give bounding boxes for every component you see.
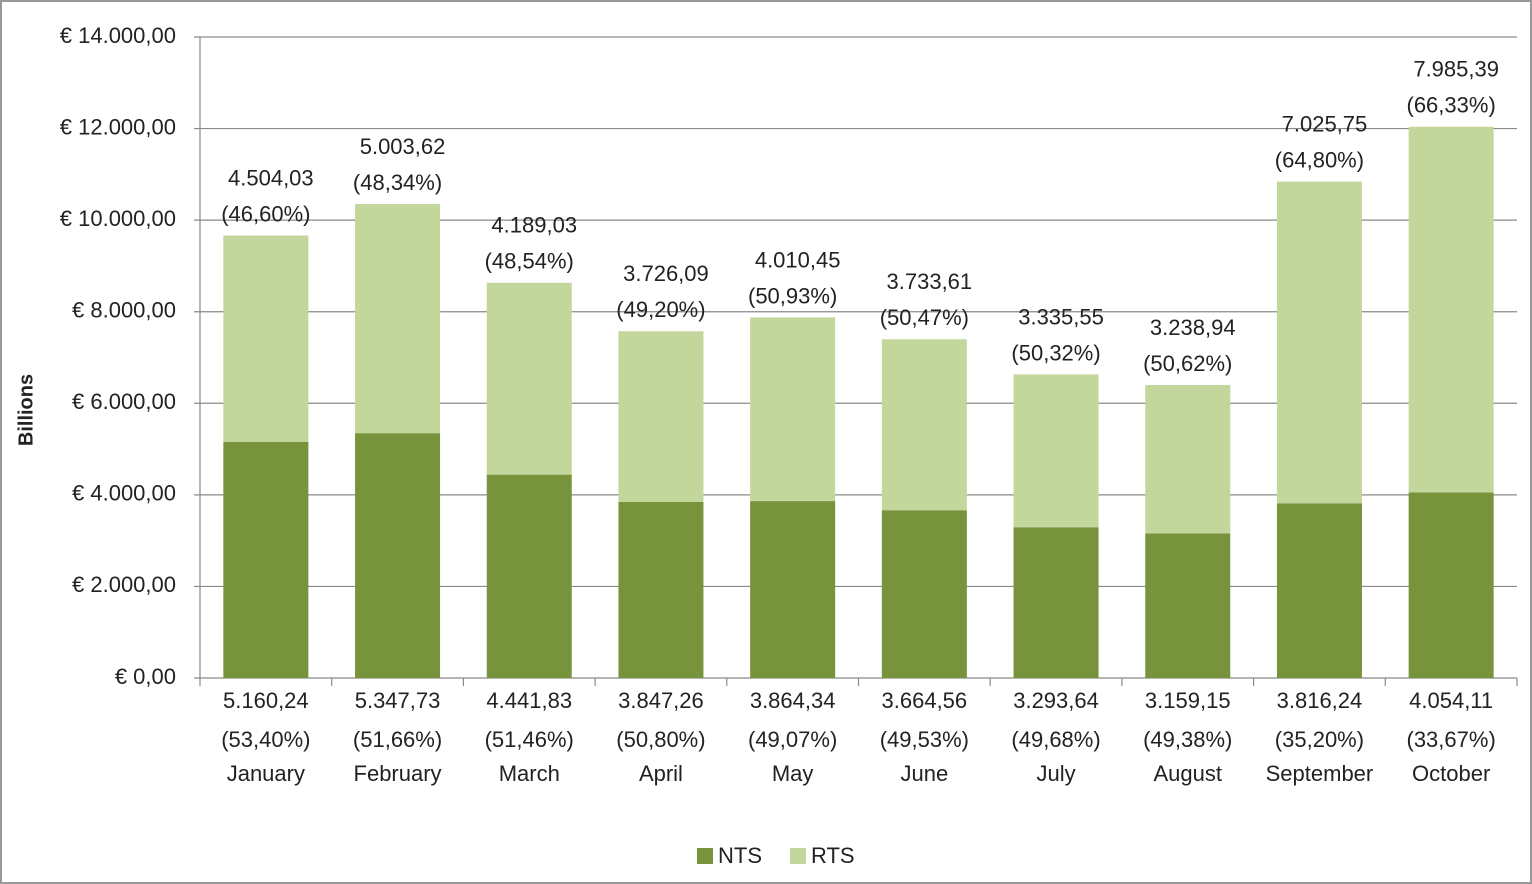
bar-segment: [1408, 126, 1494, 493]
x-tick-label: April: [639, 761, 683, 786]
x-tick-label: October: [1412, 761, 1490, 786]
bar-segment: [618, 501, 704, 678]
bar-segment: [1013, 374, 1099, 528]
x-tick-label: March: [499, 761, 560, 786]
y-tick-label: € 6.000,00: [72, 389, 176, 414]
bar-segment: [486, 282, 572, 475]
legend-label: RTS: [811, 843, 855, 868]
share-label: (53,40%): [221, 727, 310, 752]
value-label: 3.664,56: [882, 688, 968, 713]
bar-segment: [1408, 492, 1494, 678]
legend-swatch: [697, 848, 713, 864]
y-tick-label: € 4.000,00: [72, 481, 176, 506]
y-tick-label: € 12.000,00: [60, 114, 176, 139]
bar-segment: [1276, 503, 1362, 678]
x-tick-label: February: [354, 761, 442, 786]
y-tick-label: € 2.000,00: [72, 572, 176, 597]
share-label: (35,20%): [1275, 727, 1364, 752]
share-label: (49,07%): [748, 727, 837, 752]
value-label: 3.238,94: [1150, 315, 1236, 340]
legend-swatch: [790, 848, 806, 864]
share-label: (49,68%): [1011, 727, 1100, 752]
share-label: (51,46%): [485, 727, 574, 752]
share-label: (50,32%): [1011, 340, 1100, 365]
bar-segment: [750, 317, 836, 502]
value-label: 4.441,83: [486, 688, 572, 713]
share-label: (66,33%): [1407, 93, 1496, 118]
x-tick-label: August: [1154, 761, 1223, 786]
share-label: (46,60%): [221, 201, 310, 226]
value-label: 5.347,73: [355, 688, 441, 713]
value-label: 3.864,34: [750, 688, 836, 713]
value-label: 3.733,61: [887, 269, 973, 294]
value-label: 7.025,75: [1282, 111, 1368, 136]
value-label: 4.010,45: [755, 247, 841, 272]
share-label: (50,47%): [880, 305, 969, 330]
value-label: 3.847,26: [618, 688, 704, 713]
value-label: 7.985,39: [1413, 57, 1499, 82]
value-label: 3.159,15: [1145, 688, 1231, 713]
bar-segment: [881, 339, 967, 511]
value-label: 3.816,24: [1277, 688, 1363, 713]
bar-segment: [486, 474, 572, 678]
y-axis-label: Billions: [15, 374, 37, 446]
bar-segment: [223, 441, 309, 678]
value-label: 5.003,62: [360, 134, 446, 159]
x-tick-label: July: [1036, 761, 1075, 786]
bar-segment: [1276, 181, 1362, 504]
share-label: (49,20%): [616, 297, 705, 322]
share-label: (49,53%): [880, 727, 969, 752]
value-label: 4.189,03: [491, 213, 577, 238]
share-label: (49,38%): [1143, 727, 1232, 752]
value-label: 4.054,11: [1409, 688, 1493, 713]
y-tick-label: € 0,00: [115, 664, 176, 689]
legend-label: NTS: [718, 843, 762, 868]
share-label: (51,66%): [353, 727, 442, 752]
bar-segment: [1145, 533, 1231, 678]
x-tick-label: January: [227, 761, 305, 786]
value-label: 3.293,64: [1013, 688, 1099, 713]
bar-segment: [355, 204, 441, 434]
bar-segment: [750, 501, 836, 678]
bar-segment: [1145, 385, 1231, 534]
share-label: (50,93%): [748, 283, 837, 308]
y-tick-label: € 8.000,00: [72, 298, 176, 323]
y-tick-label: € 14.000,00: [60, 23, 176, 48]
bar-segment: [618, 331, 704, 502]
bar-segment: [881, 510, 967, 678]
share-label: (64,80%): [1275, 147, 1364, 172]
x-tick-label: September: [1266, 761, 1374, 786]
share-label: (50,80%): [616, 727, 705, 752]
value-label: 3.335,55: [1018, 304, 1104, 329]
x-tick-label: June: [900, 761, 948, 786]
share-label: (33,67%): [1407, 727, 1496, 752]
share-label: (50,62%): [1143, 351, 1232, 376]
value-label: 3.726,09: [623, 261, 709, 286]
value-label: 4.504,03: [228, 165, 314, 190]
share-label: (48,54%): [485, 249, 574, 274]
bar-segment: [355, 433, 441, 678]
bar-segment: [1013, 527, 1099, 678]
share-label: (48,34%): [353, 170, 442, 195]
x-tick-label: May: [772, 761, 814, 786]
bar-segment: [223, 235, 309, 442]
value-label: 5.160,24: [223, 688, 309, 713]
y-tick-label: € 10.000,00: [60, 206, 176, 231]
